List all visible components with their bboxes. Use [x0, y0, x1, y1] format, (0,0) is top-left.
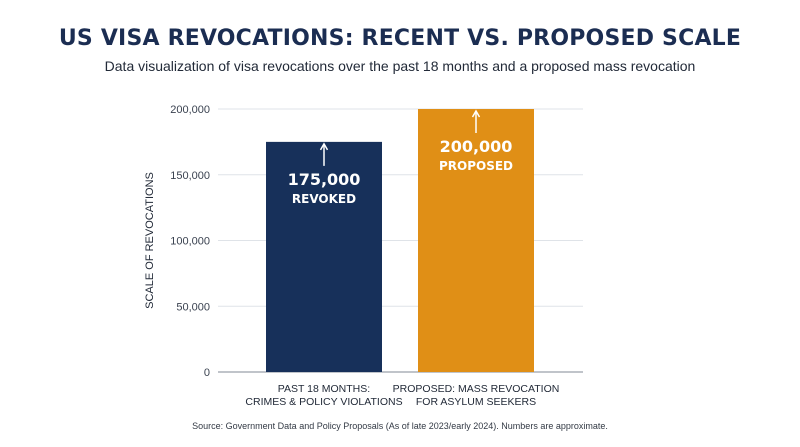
y-axis-title: SCALE OF REVOCATIONS: [144, 172, 156, 309]
label-layer: 175,000 REVOKED 200,000 PROPOSED: [288, 109, 513, 206]
x-tick-label: FOR ASYLUM SEEKERS: [416, 396, 536, 408]
y-tick-label: 200,000: [170, 104, 210, 116]
data-label-caption: REVOKED: [292, 192, 356, 206]
bar: [418, 109, 534, 372]
axis-layer: 0 50,000 100,000 150,000 200,000 SCALE OF REV…: [144, 104, 559, 408]
x-tick-label: PAST 18 MONTHS:: [278, 383, 370, 395]
data-label-value: 175,000: [288, 170, 361, 189]
data-label-value: 200,000: [440, 137, 513, 156]
arrow-head-icon: [471, 109, 481, 118]
x-tick-label: PROPOSED: MASS REVOCATION: [393, 383, 560, 395]
chart-subtitle: Data visualization of visa revocations o…: [104, 58, 696, 74]
source-note: Source: Government Data and Policy Propo…: [192, 421, 608, 431]
bar: [266, 141, 382, 372]
y-tick-label: 0: [204, 367, 210, 379]
y-tick-label: 50,000: [176, 301, 210, 313]
y-tick-label: 100,000: [170, 236, 210, 248]
chart-title: US VISA REVOCATIONS: RECENT VS. PROPOSED…: [58, 26, 742, 51]
y-tick-label: 150,000: [170, 170, 210, 182]
bar-layer: [266, 109, 534, 372]
arrow-head-icon: [319, 142, 329, 151]
x-tick-label: CRIMES & POLICY VIOLATIONS: [245, 396, 402, 408]
data-label-caption: PROPOSED: [439, 159, 513, 173]
